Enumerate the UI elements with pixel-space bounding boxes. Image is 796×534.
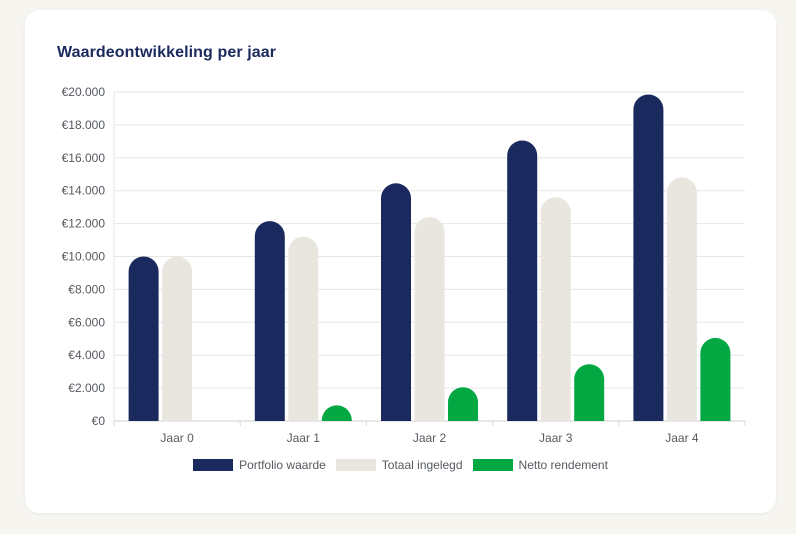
bar-totaal-ingelegd [414, 217, 445, 421]
legend-item[interactable]: Netto rendement [472, 458, 608, 472]
bar-portfolio-waarde [381, 183, 411, 421]
y-tick-label: €18.000 [62, 118, 106, 132]
legend-label: Portfolio waarde [239, 458, 326, 472]
legend-swatch [472, 459, 513, 471]
chart-card: Waardeontwikkeling per jaar €0 €2.000 €4.0… [25, 10, 776, 513]
legend-item[interactable]: Portfolio waarde [193, 458, 326, 472]
bar-totaal-ingelegd [540, 197, 571, 421]
bar-netto-rendement [700, 337, 731, 421]
y-tick-label: €8.000 [68, 282, 105, 296]
bar-portfolio-waarde [128, 256, 159, 421]
bar-totaal-ingelegd [288, 236, 319, 421]
y-tick-label: €2.000 [68, 381, 105, 395]
y-tick-label: €0 [92, 414, 106, 428]
chart-title: Waardeontwikkeling per jaar [57, 44, 277, 61]
x-tick-label: Jaar 0 [160, 431, 194, 445]
bar-netto-rendement [574, 364, 605, 421]
bar-portfolio-waarde [254, 221, 285, 421]
legend-swatch [193, 459, 234, 471]
bar-totaal-ingelegd [666, 177, 697, 421]
bar-netto-rendement [448, 387, 478, 421]
x-tick-label: Jaar 4 [665, 431, 699, 445]
bar-portfolio-waarde [633, 94, 664, 422]
legend-item[interactable]: Totaal ingelegd [335, 458, 463, 472]
bar-totaal-ingelegd [162, 256, 193, 421]
y-tick-label: €16.000 [62, 151, 106, 165]
bar-chart: €0 €2.000 €4.000 €6.000 €8.000 €10.000 €12.000… [62, 85, 746, 445]
x-tick-label: Jaar 2 [413, 431, 447, 445]
chart-legend: Portfolio waarde Totaal ingelegd Netto ren… [25, 458, 776, 472]
y-tick-label: €10.000 [62, 250, 106, 264]
y-tick-label: €14.000 [62, 184, 106, 198]
legend-swatch [335, 459, 376, 471]
bar-portfolio-waarde [507, 140, 538, 421]
y-tick-label: €6.000 [68, 315, 105, 329]
legend-label: Totaal ingelegd [381, 458, 463, 472]
y-tick-label: €4.000 [68, 348, 105, 362]
x-tick-label: Jaar 1 [287, 431, 321, 445]
bar-netto-rendement [321, 405, 352, 421]
x-tick-label: Jaar 3 [539, 431, 573, 445]
y-tick-label: €20.000 [62, 85, 106, 99]
y-tick-label: €12.000 [62, 217, 106, 231]
legend-label: Netto rendement [518, 458, 608, 472]
